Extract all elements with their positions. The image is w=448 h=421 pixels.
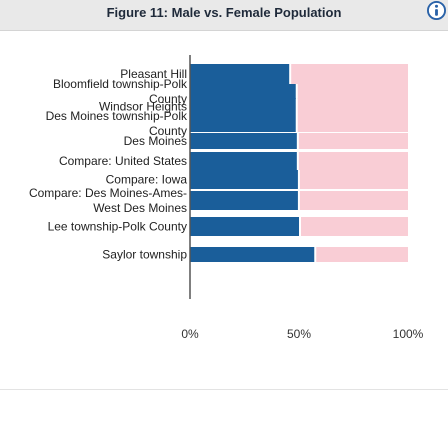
category-label: County <box>149 92 187 106</box>
bar-male[interactable] <box>190 191 298 210</box>
category-label: Windsor Heights <box>99 100 187 114</box>
bar-female[interactable] <box>297 84 408 99</box>
bar-female[interactable] <box>297 98 408 115</box>
category-label: Lee township-Polk County <box>48 220 187 234</box>
category-label: County <box>149 124 187 138</box>
bar-female[interactable] <box>298 152 408 170</box>
category-label: Compare: Des Moines-Ames- <box>29 186 187 200</box>
bar-male[interactable] <box>190 98 296 115</box>
bar-male[interactable] <box>190 247 315 262</box>
bar-female[interactable] <box>316 247 408 262</box>
category-label: Des Moines <box>124 134 187 148</box>
category-label: Saylor township <box>102 248 187 262</box>
category-label: Pleasant Hill <box>120 67 187 81</box>
bar-male[interactable] <box>190 115 296 132</box>
bar-male[interactable] <box>190 152 297 170</box>
x-tick-label: 50% <box>287 327 311 341</box>
x-tick-label: 0% <box>181 327 199 341</box>
bar-male[interactable] <box>190 217 299 236</box>
bar-female[interactable] <box>297 115 408 132</box>
bar-male[interactable] <box>190 84 296 99</box>
footer-divider <box>0 389 448 390</box>
bar-male[interactable] <box>190 170 298 189</box>
bar-female[interactable] <box>298 133 408 149</box>
category-label: Des Moines township-Polk <box>46 109 188 123</box>
category-label: Bloomfield township-Polk <box>53 77 188 91</box>
category-label: Compare: Iowa <box>106 173 188 187</box>
category-label: West Des Moines <box>93 201 187 215</box>
bar-female[interactable] <box>291 64 408 84</box>
info-icon[interactable] <box>427 1 446 20</box>
category-label: Compare: United States <box>59 154 187 168</box>
bar-male[interactable] <box>190 133 297 149</box>
figure-title: Figure 11: Male vs. Female Population <box>106 5 342 20</box>
bar-female[interactable] <box>299 191 408 210</box>
bar-female[interactable] <box>301 217 408 236</box>
x-tick-label: 100% <box>393 327 424 341</box>
bar-female[interactable] <box>299 170 408 189</box>
bar-male[interactable] <box>190 64 290 84</box>
figure-header: Figure 11: Male vs. Female Population <box>0 0 448 31</box>
